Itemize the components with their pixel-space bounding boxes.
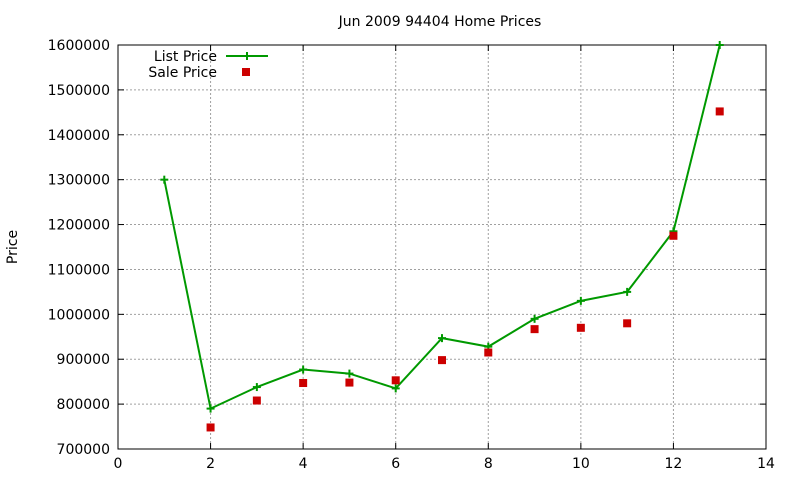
- x-tick-label: 14: [757, 456, 775, 472]
- sale-price-point: [345, 378, 354, 387]
- x-tick-label: 6: [391, 456, 400, 472]
- y-tick-label: 1400000: [48, 128, 110, 144]
- grid: [118, 45, 766, 449]
- y-tick-label: 700000: [57, 442, 110, 458]
- sale-price-point: [391, 376, 400, 385]
- y-tick-label: 1300000: [48, 173, 110, 189]
- sale-price-point: [669, 231, 678, 240]
- sale-price-point: [484, 348, 493, 357]
- x-tick-label: 0: [114, 456, 123, 472]
- legend-label: Sale Price: [148, 65, 217, 81]
- sale-price-point: [715, 107, 724, 116]
- x-tick-label: 8: [484, 456, 493, 472]
- y-tick-label: 1600000: [48, 38, 110, 54]
- list-price-point: [576, 296, 585, 305]
- sale-price-point: [623, 319, 632, 328]
- list-price-point: [391, 384, 400, 393]
- y-tick-label: 1200000: [48, 218, 110, 234]
- x-tick-label: 10: [572, 456, 590, 472]
- series-layer: [160, 41, 724, 432]
- list-price-point: [715, 41, 724, 49]
- list-price-point: [299, 365, 308, 374]
- sale-price-point: [438, 356, 446, 365]
- x-tick-label: 12: [665, 456, 683, 472]
- chart-title: Jun 2009 94404 Home Prices: [338, 14, 542, 30]
- legend-label: List Price: [154, 49, 217, 65]
- list-price-point: [438, 334, 446, 343]
- y-tick-label: 1500000: [48, 83, 110, 99]
- sale-price-point: [299, 379, 308, 388]
- list-price-point: [160, 175, 169, 184]
- y-tick-label: 1100000: [48, 262, 110, 278]
- y-tick-label: 900000: [57, 352, 110, 368]
- list-price-point: [252, 383, 261, 392]
- x-tick-label: 2: [206, 456, 215, 472]
- sale-price-point: [206, 423, 215, 432]
- list-price-point: [206, 404, 215, 413]
- sale-price-point: [576, 323, 585, 332]
- list-price-point: [345, 369, 354, 378]
- x-tick-label: 4: [299, 456, 308, 472]
- list-price-point: [530, 314, 539, 323]
- y-axis-label: Price: [5, 230, 21, 264]
- list-price-point: [623, 287, 632, 296]
- sale-price-point: [530, 325, 539, 334]
- axis-ticks: 0 2 4 6 8 10 12 14 700000 800000 900000 1000000 1100…: [48, 38, 775, 472]
- sale-price-point: [252, 396, 261, 405]
- y-tick-label: 800000: [57, 397, 110, 413]
- y-tick-label: 1000000: [48, 307, 110, 323]
- list-price-line: [163, 44, 721, 411]
- legend-square-swatch: [242, 68, 250, 76]
- plot-frame: [117, 44, 767, 450]
